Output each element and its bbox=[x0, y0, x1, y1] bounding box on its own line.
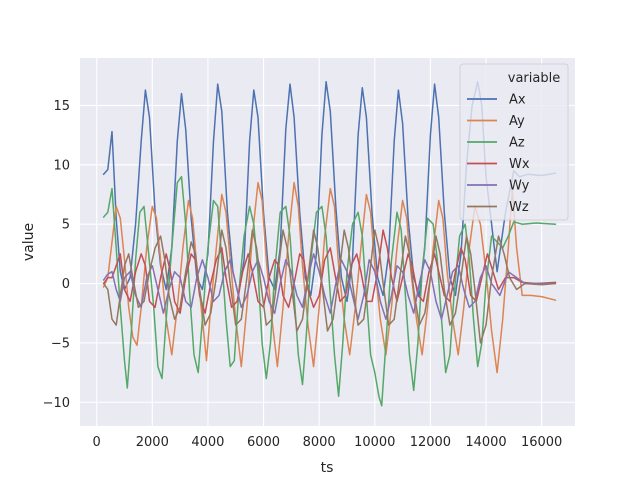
y-tick-label: −5 bbox=[51, 336, 70, 351]
y-tick-label: 15 bbox=[53, 99, 70, 114]
y-tick-label: 5 bbox=[62, 218, 70, 233]
series-line-wx bbox=[102, 229, 557, 314]
legend-label-az: Az bbox=[509, 136, 525, 151]
legend-label-wz: Wz bbox=[509, 200, 529, 215]
y-tick-label: 10 bbox=[53, 158, 70, 173]
y-axis-title: value bbox=[21, 223, 37, 261]
x-tick-label: 16000 bbox=[521, 435, 562, 450]
y-tick-label: −10 bbox=[43, 396, 70, 411]
x-tick-label: 2000 bbox=[136, 435, 169, 450]
x-axis-title: ts bbox=[321, 460, 334, 476]
y-tick-labels: −10 −5 0 5 10 15 bbox=[43, 99, 70, 411]
legend-title: variable bbox=[508, 71, 560, 86]
series-line-wz bbox=[102, 229, 557, 344]
x-tick-label: 14000 bbox=[465, 435, 506, 450]
x-tick-label: 12000 bbox=[410, 435, 451, 450]
x-tick-label: 6000 bbox=[247, 435, 280, 450]
x-tick-labels: 0 2000 4000 6000 8000 10000 12000 14000 16000 bbox=[93, 435, 563, 450]
series-lines bbox=[102, 80, 557, 407]
legend-items: Ax Ay Az Wx Wy Wz bbox=[467, 93, 530, 215]
legend-label-wx: Wx bbox=[509, 157, 530, 172]
x-tick-label: 10000 bbox=[354, 435, 395, 450]
legend-box bbox=[459, 63, 569, 221]
y-tick-label: 0 bbox=[62, 277, 70, 292]
legend-label-ay: Ay bbox=[509, 114, 525, 129]
x-tick-label: 0 bbox=[93, 435, 101, 450]
x-tick-label: 4000 bbox=[191, 435, 224, 450]
legend: variable Ax Ay Az Wx Wy Wz bbox=[459, 63, 569, 221]
series-line-ay bbox=[102, 181, 557, 374]
legend-label-wy: Wy bbox=[509, 179, 530, 194]
x-tick-label: 8000 bbox=[303, 435, 336, 450]
legend-label-ax: Ax bbox=[509, 93, 526, 108]
